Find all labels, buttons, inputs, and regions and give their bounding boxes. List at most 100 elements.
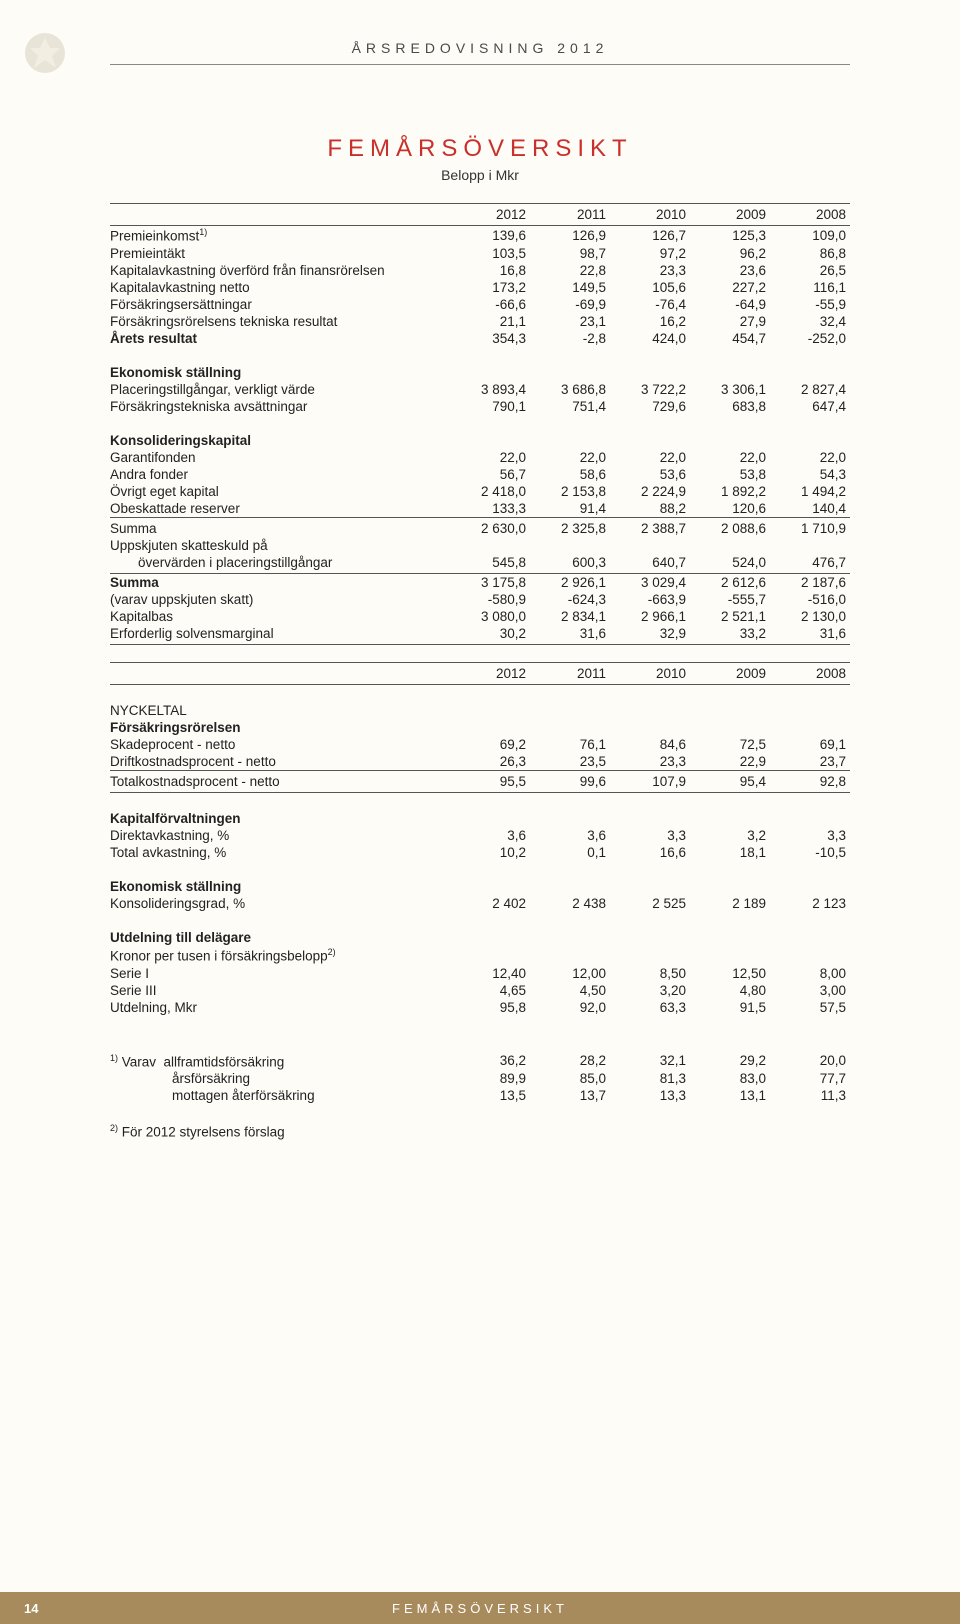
row-label: Garantifonden <box>110 449 450 466</box>
table-row: Total avkastning, %10,20,116,618,1-10,5 <box>110 844 850 861</box>
table-row: Direktavkastning, %3,63,63,33,23,3 <box>110 827 850 844</box>
cell-value <box>610 719 690 736</box>
cell-value <box>530 1122 610 1141</box>
cell-value: -64,9 <box>690 296 770 313</box>
cell-value: 125,3 <box>690 226 770 245</box>
cell-value: 227,2 <box>690 279 770 296</box>
cell-value: 53,6 <box>610 466 690 483</box>
cell-value: 2 834,1 <box>530 608 610 625</box>
cell-value: 22,0 <box>530 449 610 466</box>
cell-value: -69,9 <box>530 296 610 313</box>
cell-value: 3 175,8 <box>450 573 530 591</box>
cell-value <box>690 702 770 719</box>
cell-value <box>770 347 850 381</box>
row-label <box>110 204 450 226</box>
table-row: Andra fonder56,758,653,653,854,3 <box>110 466 850 483</box>
cell-value: 149,5 <box>530 279 610 296</box>
cell-value: 16,2 <box>610 313 690 330</box>
cell-value <box>530 415 610 449</box>
cell-value: 2 088,6 <box>690 517 770 537</box>
cell-value <box>450 1122 530 1141</box>
table-row: Skadeprocent - netto69,276,184,672,569,1 <box>110 736 850 753</box>
row-label: Årets resultat <box>110 330 450 347</box>
cell-value: 16,6 <box>610 844 690 861</box>
cell-value: 2 388,7 <box>610 517 690 537</box>
cell-value: 23,5 <box>530 753 610 771</box>
document-title: FEMÅRSÖVERSIKT <box>110 135 850 163</box>
cell-value: 72,5 <box>690 736 770 753</box>
cell-value: 2 418,0 <box>450 483 530 500</box>
cell-value: 77,7 <box>770 1070 850 1087</box>
table-row: Erforderlig solvensmarginal30,231,632,93… <box>110 625 850 645</box>
cell-value: 76,1 <box>530 736 610 753</box>
cell-value: 92,0 <box>530 999 610 1016</box>
cell-value: 729,6 <box>610 398 690 415</box>
cell-value: 22,8 <box>530 262 610 279</box>
cell-value: 140,4 <box>770 500 850 518</box>
row-label: Direktavkastning, % <box>110 827 450 844</box>
cell-value: 790,1 <box>450 398 530 415</box>
footer-text: FEMÅRSÖVERSIKT <box>392 1601 568 1616</box>
cell-value: 109,0 <box>770 226 850 245</box>
cell-value: 12,50 <box>690 965 770 982</box>
main-row: Kapitalavkastning netto173,2149,5105,622… <box>110 279 850 296</box>
cell-value <box>610 537 690 554</box>
row-label: Andra fonder <box>110 466 450 483</box>
table-row: Övrigt eget kapital2 418,02 153,82 224,9… <box>110 483 850 500</box>
cell-value: 20,0 <box>770 1052 850 1071</box>
cell-value <box>690 719 770 736</box>
cell-value: 133,3 <box>450 500 530 518</box>
cell-value: 424,0 <box>610 330 690 347</box>
section-heading: Konsolideringskapital <box>110 415 850 449</box>
cell-value: 126,9 <box>530 226 610 245</box>
table-row: Utdelning, Mkr95,892,063,391,557,5 <box>110 999 850 1016</box>
cell-value: 8,50 <box>610 965 690 982</box>
cell-value <box>770 415 850 449</box>
cell-value <box>450 793 530 828</box>
cell-value <box>450 946 530 965</box>
row-label: Försäkringsrörelsen <box>110 719 450 736</box>
cell-value: 173,2 <box>450 279 530 296</box>
row-label: Konsolideringsgrad, % <box>110 895 450 912</box>
cell-value: 683,8 <box>690 398 770 415</box>
year-header-row: 20122011201020092008 <box>110 662 850 684</box>
cell-value: 3,6 <box>530 827 610 844</box>
cell-value: 126,7 <box>610 226 690 245</box>
cell-value <box>770 1122 850 1141</box>
main-row: Årets resultat354,3-2,8424,0454,7-252,0 <box>110 330 850 347</box>
cell-value: 12,40 <box>450 965 530 982</box>
cell-value <box>690 537 770 554</box>
cell-value: 97,2 <box>610 245 690 262</box>
cell-value <box>610 1122 690 1141</box>
cell-value: 13,5 <box>450 1087 530 1104</box>
cell-value: 120,6 <box>690 500 770 518</box>
cell-value: 13,1 <box>690 1087 770 1104</box>
cell-value: 1 892,2 <box>690 483 770 500</box>
page-header: ÅRSREDOVISNING 2012 <box>110 40 850 56</box>
cell-value: 16,8 <box>450 262 530 279</box>
cell-value: 2 438 <box>530 895 610 912</box>
year-header-row: 20122011201020092008 <box>110 204 850 226</box>
cell-value <box>530 719 610 736</box>
table-row: Kronor per tusen i försäkringsbelopp2) <box>110 946 850 965</box>
cell-value: 2 521,1 <box>690 608 770 625</box>
cell-value: 32,9 <box>610 625 690 645</box>
cell-value <box>530 537 610 554</box>
row-label: Serie III <box>110 982 450 999</box>
cell-value <box>690 415 770 449</box>
row-label: Övrigt eget kapital <box>110 483 450 500</box>
cell-value: 1 494,2 <box>770 483 850 500</box>
cell-value: 545,8 <box>450 554 530 574</box>
row-label: Uppskjuten skatteskuld på <box>110 537 450 554</box>
subsection-heading: Utdelning till delägare <box>110 912 850 946</box>
cell-value <box>690 912 770 946</box>
cell-value: 88,2 <box>610 500 690 518</box>
cell-value: 103,5 <box>450 245 530 262</box>
cell-value: 98,7 <box>530 245 610 262</box>
cell-value: 105,6 <box>610 279 690 296</box>
row-label: Kapitalavkastning netto <box>110 279 450 296</box>
row-label: Kapitalavkastning överförd från finansrö… <box>110 262 450 279</box>
cell-value: 2 525 <box>610 895 690 912</box>
cell-value: 2 153,8 <box>530 483 610 500</box>
cell-value: 99,6 <box>530 771 610 793</box>
